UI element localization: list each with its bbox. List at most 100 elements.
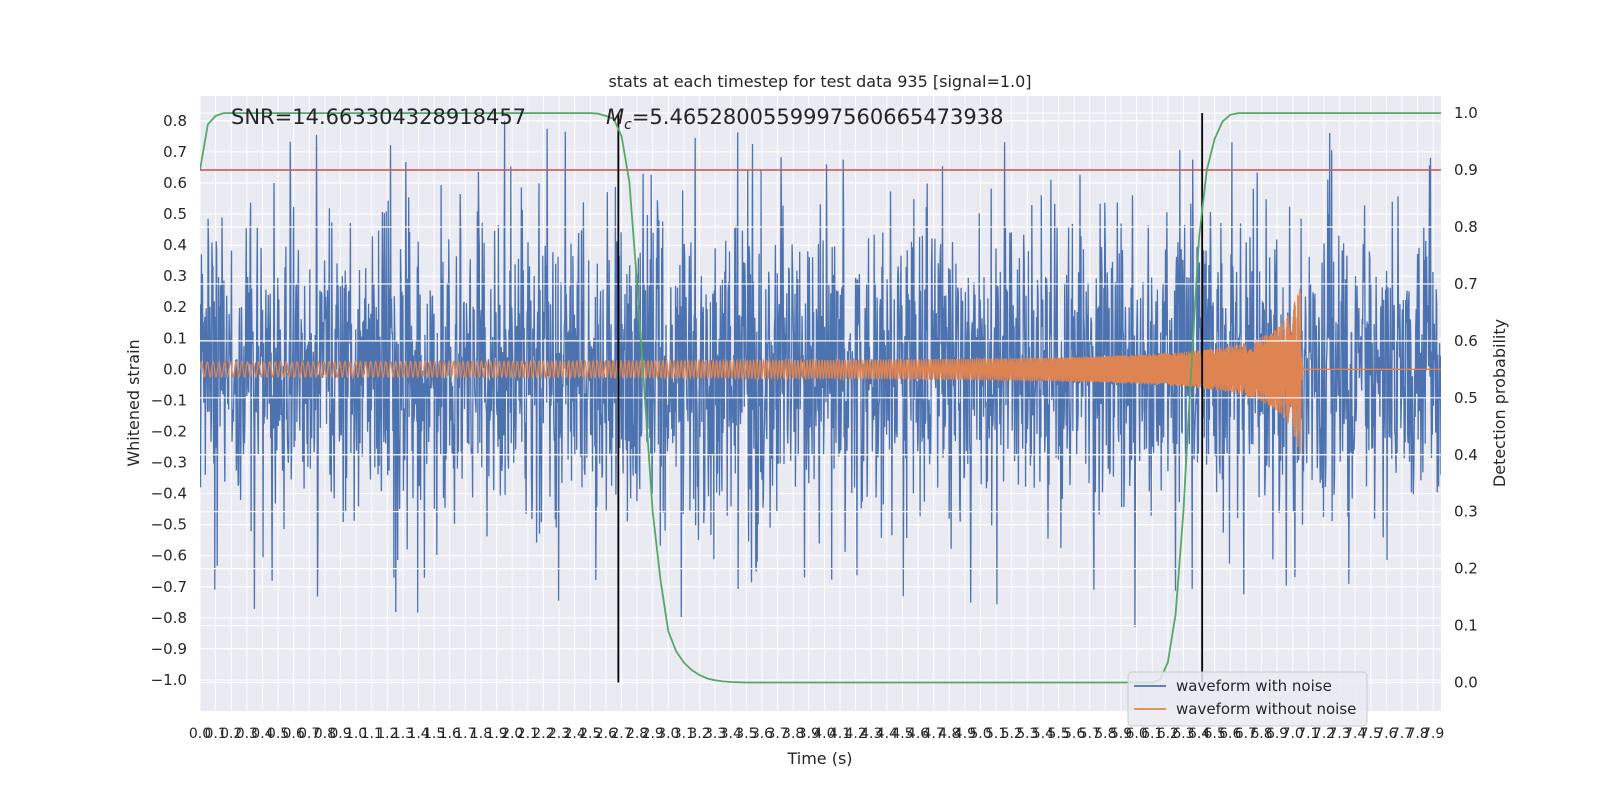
x-tick-label: 7.9 [1422, 726, 1444, 742]
x-tick-label: 4.5 [891, 726, 913, 742]
x-tick-label: 2.1 [517, 726, 539, 742]
right-y-tick-label: 0.8 [1454, 218, 1478, 236]
x-tick-label: 2.2 [532, 726, 554, 742]
x-tick-label: 0.8 [314, 726, 336, 742]
left-y-axis-label: Whitened strain [124, 339, 143, 466]
x-tick-label: 1.7 [454, 726, 476, 742]
chirp-mass-annotation: Mc=5.4652800559997560665473938 [606, 105, 1003, 133]
chirp-mass-subscript: c [624, 117, 632, 133]
legend-label-clean: waveform without noise [1176, 700, 1356, 718]
x-tick-label: 5.9 [1110, 726, 1132, 742]
x-tick-label: 5.0 [969, 726, 991, 742]
right-y-tick-label: 1.0 [1454, 104, 1478, 122]
left-y-tick-label: 0.2 [163, 298, 187, 316]
x-tick-label: 4.8 [938, 726, 960, 742]
x-tick-label: 7.7 [1391, 726, 1413, 742]
x-tick-label: 6.8 [1250, 726, 1272, 742]
left-y-tick-label: 0.0 [163, 360, 187, 378]
x-tick-label: 2.7 [610, 726, 632, 742]
x-tick-label: 1.8 [470, 726, 492, 742]
chirp-mass-symbol: M [606, 105, 624, 129]
right-y-tick-labels: 1.0 0.9 0.8 0.7 0.6 0.5 0.4 0.3 0.2 0.1 0.0 [1454, 104, 1478, 691]
right-y-tick-label: 0.4 [1454, 446, 1478, 464]
x-tick-label: 2.4 [564, 726, 586, 742]
x-tick-label: 2.6 [595, 726, 617, 742]
x-tick-label: 5.8 [1094, 726, 1116, 742]
left-y-tick-label: −0.4 [151, 485, 187, 503]
left-y-tick-label: −0.6 [151, 547, 187, 565]
x-tick-label: 0.6 [283, 726, 305, 742]
left-y-tick-label: 0.4 [163, 236, 187, 254]
x-tick-label: 2.5 [579, 726, 601, 742]
x-tick-label: 3.2 [688, 726, 710, 742]
x-tick-label: 7.2 [1313, 726, 1335, 742]
x-tick-label: 4.0 [813, 726, 835, 742]
x-tick-label: 0.7 [298, 726, 320, 742]
left-y-tick-label: 0.6 [163, 174, 187, 192]
x-tick-label: 5.5 [1047, 726, 1069, 742]
x-tick-label: 1.4 [407, 726, 429, 742]
x-tick-label: 4.1 [829, 726, 851, 742]
snr-annotation: SNR=14.663304328918457 [231, 105, 526, 129]
right-y-tick-label: 0.2 [1454, 560, 1478, 578]
x-tick-label: 2.0 [501, 726, 523, 742]
x-tick-label: 3.4 [720, 726, 742, 742]
x-tick-label: 0.0 [189, 726, 211, 742]
x-tick-label: 7.5 [1360, 726, 1382, 742]
left-y-tick-label: −0.2 [151, 422, 187, 440]
x-tick-label: 6.7 [1235, 726, 1257, 742]
x-tick-label: 4.7 [923, 726, 945, 742]
x-tick-label: 3.9 [798, 726, 820, 742]
left-y-tick-label: 0.7 [163, 143, 187, 161]
legend-box [1127, 671, 1368, 727]
x-tick-label: 0.5 [267, 726, 289, 742]
x-tick-label: 7.6 [1375, 726, 1397, 742]
x-tick-label: 1.1 [361, 726, 383, 742]
x-axis-label: Time (s) [786, 749, 852, 768]
left-y-tick-label: −0.3 [151, 454, 187, 472]
x-tick-label: 4.4 [876, 726, 898, 742]
x-tick-label: 5.3 [1016, 726, 1038, 742]
left-y-tick-label: −0.1 [151, 391, 187, 409]
legend: waveform with noise waveform without noi… [1127, 671, 1368, 727]
chirp-mass-value: =5.4652800559997560665473938 [632, 105, 1004, 129]
x-tick-label: 0.2 [220, 726, 242, 742]
right-y-tick-label: 0.0 [1454, 674, 1478, 692]
right-y-tick-label: 0.7 [1454, 275, 1478, 293]
left-y-tick-label: −0.7 [151, 578, 187, 596]
x-tick-label: 1.3 [392, 726, 414, 742]
x-tick-label: 7.3 [1328, 726, 1350, 742]
x-tick-label: 3.0 [657, 726, 679, 742]
x-tick-label: 6.1 [1141, 726, 1163, 742]
left-y-tick-label: 0.8 [163, 112, 187, 130]
x-tick-label: 2.3 [548, 726, 570, 742]
x-tick-label: 1.9 [485, 726, 507, 742]
right-y-tick-label: 0.5 [1454, 389, 1478, 407]
left-y-tick-label: −1.0 [151, 671, 187, 689]
x-tick-label: 7.4 [1344, 726, 1366, 742]
left-y-tick-label: 0.5 [163, 205, 187, 223]
x-tick-label: 0.1 [204, 726, 226, 742]
legend-label-noise: waveform with noise [1176, 677, 1332, 695]
series-waveform-with-noise [200, 120, 1441, 628]
x-tick-label: 3.6 [751, 726, 773, 742]
left-y-tick-label: 0.1 [163, 329, 187, 347]
x-tick-label: 0.4 [251, 726, 273, 742]
series-detection-probability [200, 112, 1441, 684]
x-tick-label: 6.4 [1188, 726, 1210, 742]
left-y-tick-label: −0.8 [151, 609, 187, 627]
x-tick-label: 3.8 [782, 726, 804, 742]
left-y-tick-labels: 0.8 0.7 0.6 0.5 0.4 0.3 0.2 0.1 0.0 −0.1 −0.2 −0.3 −… [151, 112, 187, 689]
x-tick-label: 2.8 [626, 726, 648, 742]
x-tick-label: 5.2 [1001, 726, 1023, 742]
x-tick-label: 5.4 [1032, 726, 1054, 742]
x-tick-label: 3.3 [704, 726, 726, 742]
x-tick-label: 6.5 [1204, 726, 1226, 742]
x-tick-label: 1.0 [345, 726, 367, 742]
left-y-tick-label: −0.5 [151, 516, 187, 534]
x-tick-label: 0.3 [236, 726, 258, 742]
right-y-tick-label: 0.6 [1454, 332, 1478, 350]
x-tick-label: 5.1 [985, 726, 1007, 742]
x-tick-label: 1.5 [423, 726, 445, 742]
